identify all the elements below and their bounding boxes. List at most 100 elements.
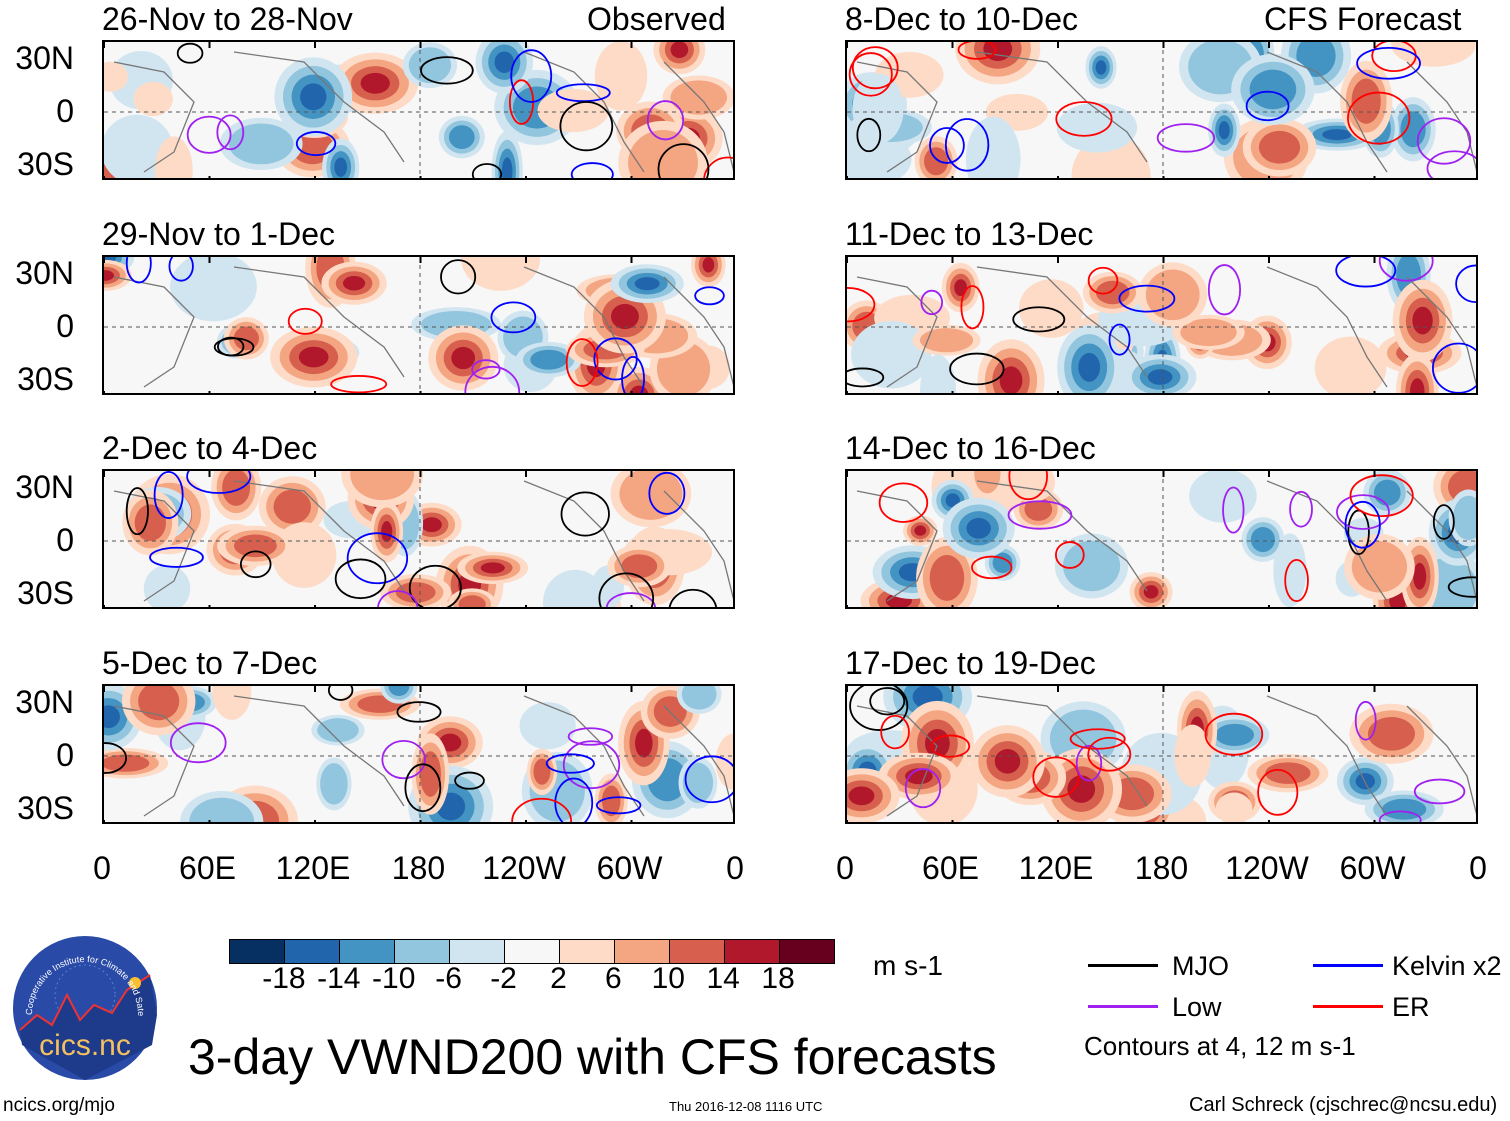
coastline — [856, 276, 938, 388]
coastline — [233, 695, 405, 807]
wave-contour — [930, 734, 971, 758]
colorbar-tick-label: 2 — [550, 962, 567, 995]
wave-contour — [216, 114, 245, 151]
colorbar-swatch — [505, 940, 560, 963]
wave-contour — [570, 162, 614, 178]
coastline — [663, 490, 733, 600]
lon-tick-label: 0 — [93, 850, 111, 886]
lon-tick-label: 60W — [596, 850, 663, 886]
colorbar-swatch — [615, 940, 670, 963]
anomaly-shading — [154, 136, 193, 178]
wave-contour — [377, 590, 419, 607]
wave-contour — [454, 771, 485, 790]
anomaly-shading — [1180, 318, 1237, 347]
wave-contour — [1349, 474, 1414, 518]
wave-contour — [125, 487, 149, 536]
anomaly-shading — [1413, 562, 1427, 590]
wave-contour — [1356, 46, 1421, 80]
legend-label-low: Low — [1172, 992, 1222, 1022]
contour-note: Contours at 4, 12 m s-1 — [1084, 1031, 1356, 1061]
anomaly-shading — [342, 275, 366, 291]
wave-contour — [668, 588, 718, 607]
lon-tick-label: 60E — [179, 850, 236, 886]
lat-tick-label: 0 — [56, 308, 74, 344]
anomaly-shading — [494, 51, 515, 73]
anomaly-shading — [395, 582, 436, 603]
anomaly-shading — [852, 73, 904, 144]
colorbar-tick-label: -14 — [317, 962, 361, 995]
wave-contour — [287, 307, 323, 335]
wave-contour — [929, 127, 965, 164]
wave-contour — [960, 285, 985, 330]
wave-contour — [880, 714, 910, 750]
wave-contour — [657, 143, 710, 178]
colorbar-tick-label: -6 — [435, 962, 462, 995]
coastline — [976, 266, 1148, 378]
lat-tick-label: 30N — [15, 40, 74, 76]
anomaly-shading — [533, 758, 551, 785]
wave-contour — [605, 592, 657, 607]
lat-tick-label: 30S — [17, 790, 74, 826]
anomaly-shading — [1400, 111, 1426, 148]
anomaly-shading — [519, 702, 576, 750]
anomaly-shading — [594, 42, 648, 111]
anomaly-shading — [702, 257, 715, 273]
footer-url[interactable]: ncics.org/mjo — [3, 1095, 115, 1116]
wave-contour — [920, 289, 944, 316]
wave-contour — [598, 572, 655, 607]
wave-contour — [567, 727, 614, 746]
lon-tick-label: 0 — [1469, 850, 1487, 886]
coastline — [976, 480, 1148, 592]
wave-contour — [1378, 257, 1434, 282]
lon-tick-label: 120E — [275, 850, 351, 886]
anomaly-shading — [421, 517, 442, 533]
coastline — [1406, 705, 1476, 815]
map-panel — [102, 255, 735, 395]
lat-tick-label: 30S — [17, 361, 74, 397]
wave-contour — [1069, 728, 1126, 750]
coastline — [523, 51, 645, 173]
colorbar — [229, 939, 835, 964]
legend-label-kelvin: Kelvin x2 — [1392, 951, 1502, 981]
wave-contour — [1156, 123, 1216, 153]
anomaly-shading — [682, 762, 714, 803]
anomaly-shading — [919, 328, 974, 353]
wave-contour — [856, 117, 882, 153]
wave-contour — [1413, 778, 1466, 805]
colorbar-swatch — [395, 940, 450, 963]
wave-contour — [464, 365, 521, 393]
wave-contour — [1087, 736, 1132, 772]
anomaly-shading — [929, 554, 965, 601]
anomaly-shading — [381, 521, 393, 543]
panel-title: 2-Dec to 4-Dec — [102, 430, 318, 466]
anomaly-shading — [1095, 280, 1130, 305]
wave-contour — [1032, 756, 1080, 798]
wave-contour — [1108, 323, 1131, 356]
anomaly-shading — [1249, 69, 1297, 110]
anomaly-shading — [170, 257, 257, 322]
wave-contour — [1347, 91, 1411, 145]
wave-contour — [471, 359, 501, 380]
anomaly-shading — [621, 554, 658, 578]
anomaly-shading — [1143, 585, 1159, 599]
wave-contour — [1336, 494, 1390, 530]
wave-contour — [125, 257, 152, 284]
wave-contour — [1087, 266, 1119, 295]
wave-contour — [153, 471, 184, 519]
anomaly-shading — [1078, 352, 1101, 382]
wave-contour — [396, 701, 442, 723]
anomaly-shading — [1412, 306, 1433, 335]
wave-contour — [490, 301, 537, 334]
anomaly-shading — [681, 686, 717, 710]
anomaly-shading — [1007, 471, 1056, 503]
lat-tick-label: 0 — [56, 737, 74, 773]
colorbar-swatch — [450, 940, 505, 963]
coastline — [113, 276, 195, 388]
colorbar-swatch — [285, 940, 340, 963]
coastline — [1266, 51, 1388, 173]
map-panel — [845, 255, 1478, 395]
coastline — [113, 490, 195, 602]
anomaly-shading — [501, 157, 513, 178]
lon-tick-label: 120E — [1018, 850, 1094, 886]
